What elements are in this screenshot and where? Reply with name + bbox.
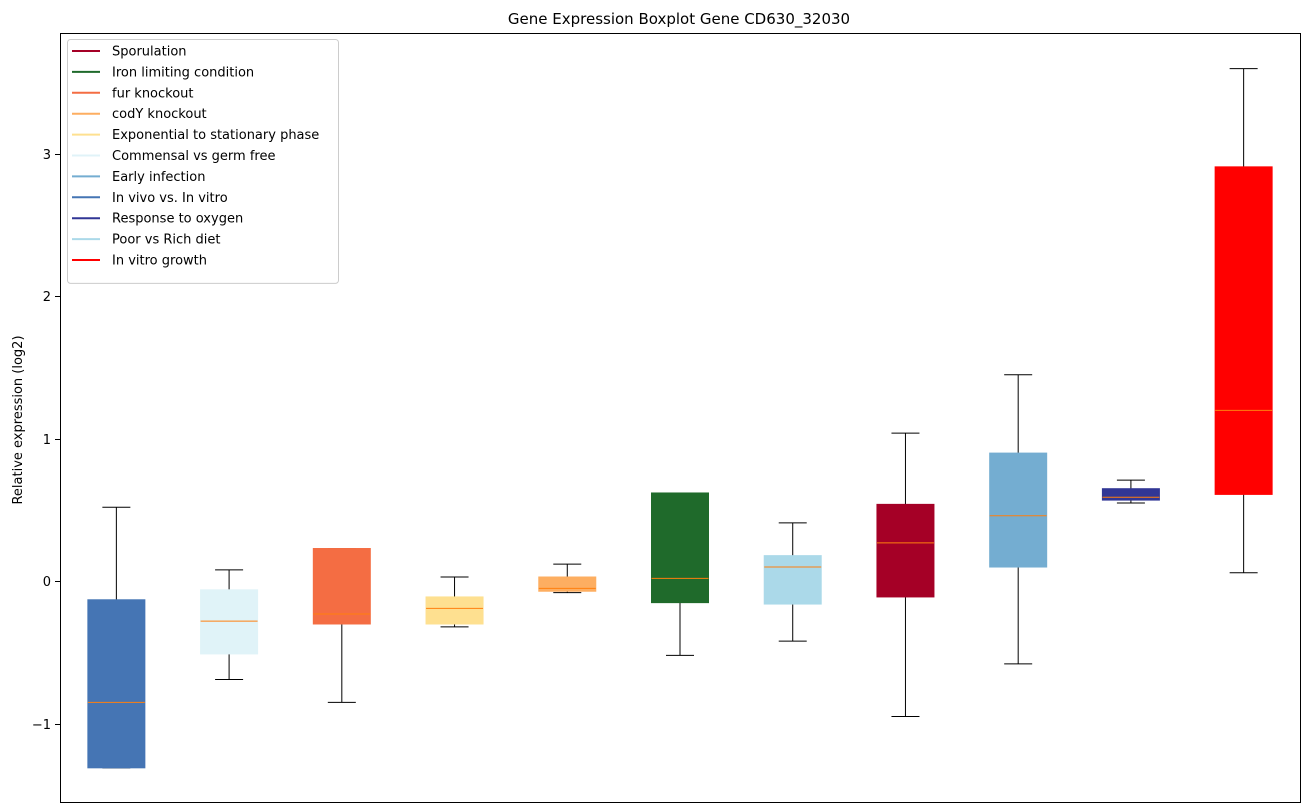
box-group [876,432,935,718]
box [763,555,822,605]
y-tick-label: 3 [43,148,51,163]
box [425,596,484,625]
box-group [87,506,146,769]
box [651,492,709,604]
legend-label: Iron limiting condition [112,65,254,80]
y-axis: −1 0 1 2 3 [32,148,60,733]
legend-item: Poor vs Rich diet [72,233,220,248]
box-group [538,563,597,594]
box [87,599,146,769]
legend-item: Exponential to stationary phase [72,128,319,143]
legend-item: Early infection [72,170,205,185]
box [876,503,935,598]
y-axis-label: Relative expression (log2) [11,335,26,504]
box-group [425,576,484,628]
legend-item: fur knockout [72,86,194,101]
legend-frame [67,39,339,284]
legend-label: Response to oxygen [112,212,243,227]
legend-item: codY knockout [72,107,207,122]
box-group [1214,68,1273,574]
box-group [1101,479,1160,504]
box-group [989,374,1048,665]
box-group [763,522,822,642]
box-group [200,569,259,681]
box [989,452,1048,568]
legend-label: Poor vs Rich diet [112,233,220,248]
plot-area [87,68,1273,769]
legend-label: In vivo vs. In vitro [112,191,228,206]
box [1214,166,1273,495]
legend-label: codY knockout [112,107,207,122]
legend-label: Early infection [112,170,205,185]
y-tick-label: 1 [43,433,51,448]
y-tick-label: 0 [43,575,51,590]
box [1101,488,1160,501]
y-tick-label: −1 [32,718,51,733]
box [200,589,259,655]
plot-frame [60,33,1301,803]
chart-title: Gene Expression Boxplot Gene CD630_32030 [508,10,850,29]
legend-label: In vitro growth [112,254,207,269]
box [312,548,371,625]
legend-label: Sporulation [112,45,187,60]
y-tick-label: 2 [43,290,51,305]
legend-item: Sporulation [72,45,187,60]
legend-item: Response to oxygen [72,212,243,227]
box-group [651,492,709,656]
legend: Sporulation Iron limiting condition fur kn… [67,39,339,284]
legend-label: fur knockout [112,86,194,101]
legend-item: Iron limiting condition [72,65,254,80]
box [538,576,597,592]
box-group [312,548,371,703]
legend-label: Commensal vs germ free [112,149,275,164]
legend-label: Exponential to stationary phase [112,128,319,143]
legend-item: In vitro growth [72,254,207,269]
legend-item: In vivo vs. In vitro [72,191,228,206]
legend-item: Commensal vs germ free [72,149,275,164]
